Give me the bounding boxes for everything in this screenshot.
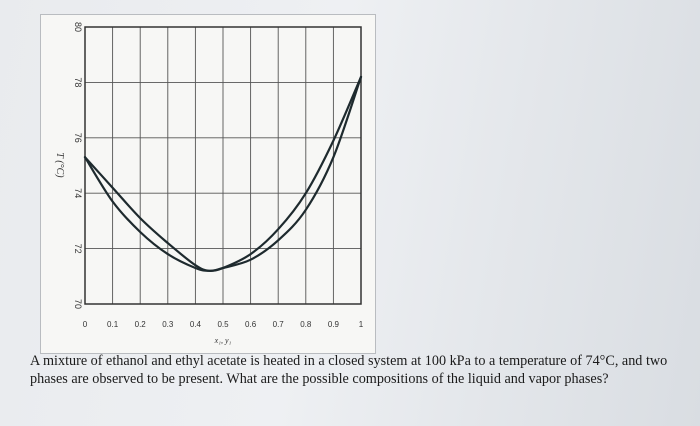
- grid: [84, 26, 362, 305]
- y-tick-label: 78: [73, 77, 83, 87]
- chart-card: 70 72 74 76 78 80 0 0.1 0.2 0.3 0.4 0.5 0.6 0.7 0.8 0.…: [40, 14, 376, 354]
- question-text: A mixture of ethanol and ethyl acetate i…: [30, 353, 668, 387]
- y-tick-label: 76: [73, 133, 83, 143]
- y-axis-label: T (°C): [54, 152, 65, 178]
- x-tick-label: 0.4: [190, 320, 202, 329]
- x-tick-label: 0.9: [328, 320, 340, 329]
- x-tick-label: 0.1: [107, 320, 119, 329]
- x-tick-labels: 0 0.1 0.2 0.3 0.4 0.5 0.6 0.7 0.8 0.9 1: [83, 320, 364, 329]
- x-tick-label: 0.6: [245, 320, 257, 329]
- x-tick-label: 0.5: [217, 320, 229, 329]
- plot-frame: [84, 26, 362, 305]
- x-tick-label: 0.3: [162, 320, 174, 329]
- vle-chart: 70 72 74 76 78 80 0 0.1 0.2 0.3 0.4 0.5 0.6 0.7 0.8 0.…: [54, 22, 364, 345]
- series-layer: [83, 75, 363, 272]
- y-tick-label: 70: [73, 299, 83, 309]
- x-tick-label: 0.8: [300, 320, 312, 329]
- x-tick-label: 0: [83, 320, 88, 329]
- y-tick-label: 74: [73, 188, 83, 198]
- y-tick-label: 80: [73, 22, 83, 32]
- y-tick-label: 72: [73, 244, 83, 254]
- x-tick-label: 0.7: [273, 320, 285, 329]
- dew-point-curve: [83, 75, 363, 272]
- y-tick-labels: 70 72 74 76 78 80: [73, 22, 83, 309]
- x-tick-label: 0.2: [135, 320, 147, 329]
- x-tick-label: 1: [359, 320, 364, 329]
- x-axis-label: x₁, y₁: [214, 336, 232, 345]
